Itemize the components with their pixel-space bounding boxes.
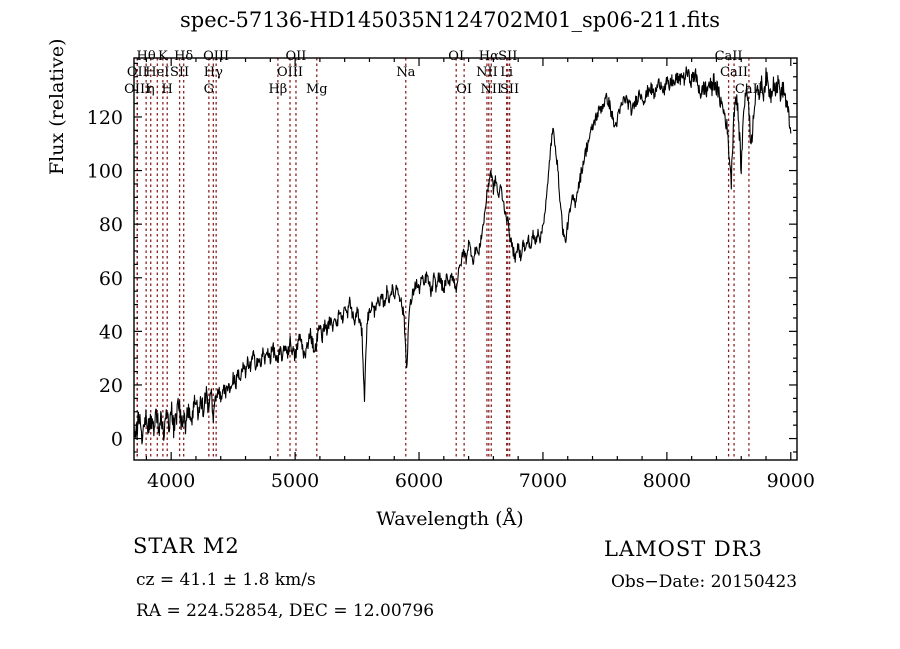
svg-text:OIII: OIII <box>203 49 229 64</box>
svg-text:Na: Na <box>396 65 415 80</box>
svg-text:80: 80 <box>99 214 123 236</box>
svg-text:SII: SII <box>500 82 519 97</box>
plot-axes <box>133 57 798 461</box>
svg-text:SII: SII <box>498 49 517 64</box>
object-class-text: STAR M2 <box>133 534 240 558</box>
svg-text:CaII: CaII <box>720 65 748 80</box>
svg-text:HeI: HeI <box>145 65 169 80</box>
svg-text:4000: 4000 <box>147 470 195 492</box>
svg-text:20: 20 <box>99 375 123 397</box>
svg-text:OII: OII <box>127 65 148 80</box>
coordinates-text: RA = 224.52854, DEC = 12.00796 <box>136 601 435 621</box>
svg-text:6000: 6000 <box>395 470 443 492</box>
svg-text:120: 120 <box>87 107 123 129</box>
svg-text:K: K <box>158 49 168 64</box>
svg-text:0: 0 <box>111 429 123 451</box>
svg-text:Hβ: Hβ <box>268 82 287 97</box>
svg-text:G: G <box>204 82 214 97</box>
survey-name-text: LAMOST DR3 <box>604 537 763 561</box>
page-title: spec-57136-HD145035N124702M01_sp06-211.f… <box>179 8 720 32</box>
svg-text:H: H <box>162 82 173 97</box>
svg-text:5000: 5000 <box>271 470 319 492</box>
svg-text:100: 100 <box>87 161 123 183</box>
svg-text:Hδ: Hδ <box>174 49 193 64</box>
svg-text:SII: SII <box>170 65 189 80</box>
svg-text:CaII: CaII <box>715 49 743 64</box>
spectrum-trace <box>133 66 792 445</box>
spectrum-chart: 4000 5000 6000 7000 8000 9000020406080100120 … <box>87 49 815 492</box>
svg-text:CaII: CaII <box>735 82 763 97</box>
svg-text:7000: 7000 <box>519 470 567 492</box>
svg-text:Hθ: Hθ <box>137 49 156 64</box>
axis-tick-labels: 4000 5000 6000 7000 8000 9000 0 20 40 60 80 100 120 <box>87 107 815 492</box>
svg-text:Mg: Mg <box>306 82 328 97</box>
svg-text:Li: Li <box>500 65 513 80</box>
svg-text:OII: OII <box>286 49 307 64</box>
svg-text:NII: NII <box>476 65 498 80</box>
svg-text:OIII: OIII <box>124 82 150 97</box>
svg-text:OI: OI <box>456 82 472 97</box>
svg-text:OI: OI <box>448 49 464 64</box>
svg-text:Hγ: Hγ <box>204 65 223 80</box>
svg-text:OIII: OIII <box>277 65 303 80</box>
svg-text:Hα: Hα <box>479 49 499 64</box>
redshift-velocity-text: cz = 41.1 ± 1.8 km/s <box>136 570 316 590</box>
x-axis-label: Wavelength (Å) <box>376 508 524 530</box>
observation-date-text: Obs−Date: 20150423 <box>611 572 798 592</box>
spectral-line-markers <box>136 58 750 460</box>
svg-text:NII: NII <box>480 82 502 97</box>
svg-text:40: 40 <box>99 321 123 343</box>
svg-text:9000: 9000 <box>767 470 815 492</box>
svg-text:8000: 8000 <box>643 470 691 492</box>
svg-text:60: 60 <box>99 268 123 290</box>
svg-text:η: η <box>147 82 155 97</box>
